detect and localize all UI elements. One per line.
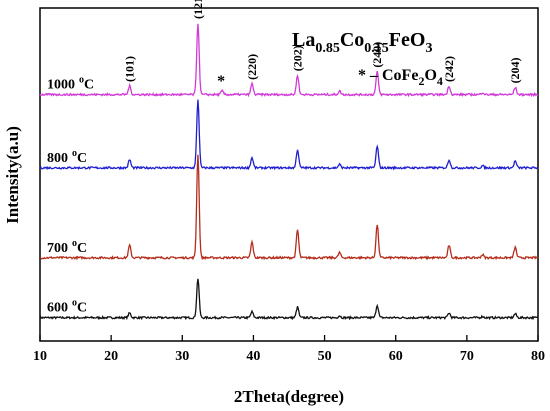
- series-label: 700 oC: [47, 238, 87, 256]
- impurity-annotation: * – CoFe2O4: [358, 67, 443, 88]
- peak-label: (220): [245, 54, 259, 80]
- x-tick-label: 50: [318, 349, 332, 364]
- series-label: 800 oC: [47, 148, 87, 166]
- peak-label: (202): [291, 45, 305, 71]
- x-tick-label: 40: [246, 349, 260, 364]
- peak-label: (204): [508, 57, 522, 83]
- x-tick-label: 20: [104, 349, 118, 364]
- series-line: [39, 278, 539, 321]
- series-label: 1000 oC: [47, 75, 94, 93]
- peak-labels: (101) (121) (220) (202) (240) (242) (204) *: [123, 0, 523, 90]
- series-line: [39, 23, 539, 98]
- peak-label: (242): [442, 56, 456, 82]
- x-ticks: 10 20 30 40 50 60 70 80: [33, 335, 545, 364]
- series-line: [39, 154, 539, 261]
- chart-title: La0.85Co0.15FeO3: [292, 29, 432, 56]
- series-label: 600 oC: [47, 298, 87, 316]
- y-axis-label: Intensity(a.u): [3, 126, 22, 224]
- peak-label: (101): [123, 56, 137, 82]
- peak-label: (121): [191, 0, 205, 19]
- series-line: [39, 99, 539, 171]
- x-tick-label: 10: [33, 349, 47, 364]
- x-axis-label: 2Theta(degree): [234, 387, 344, 406]
- plot-frame: [39, 7, 539, 342]
- x-tick-label: 70: [460, 349, 474, 364]
- x-tick-label: 30: [175, 349, 189, 364]
- impurity-marker: *: [217, 73, 225, 90]
- x-tick-label: 80: [531, 349, 545, 364]
- curves: 600 oC 700 oC 800 oC 1000 oC: [39, 23, 539, 321]
- peak-label: (240): [370, 42, 384, 68]
- x-tick-label: 60: [389, 349, 403, 364]
